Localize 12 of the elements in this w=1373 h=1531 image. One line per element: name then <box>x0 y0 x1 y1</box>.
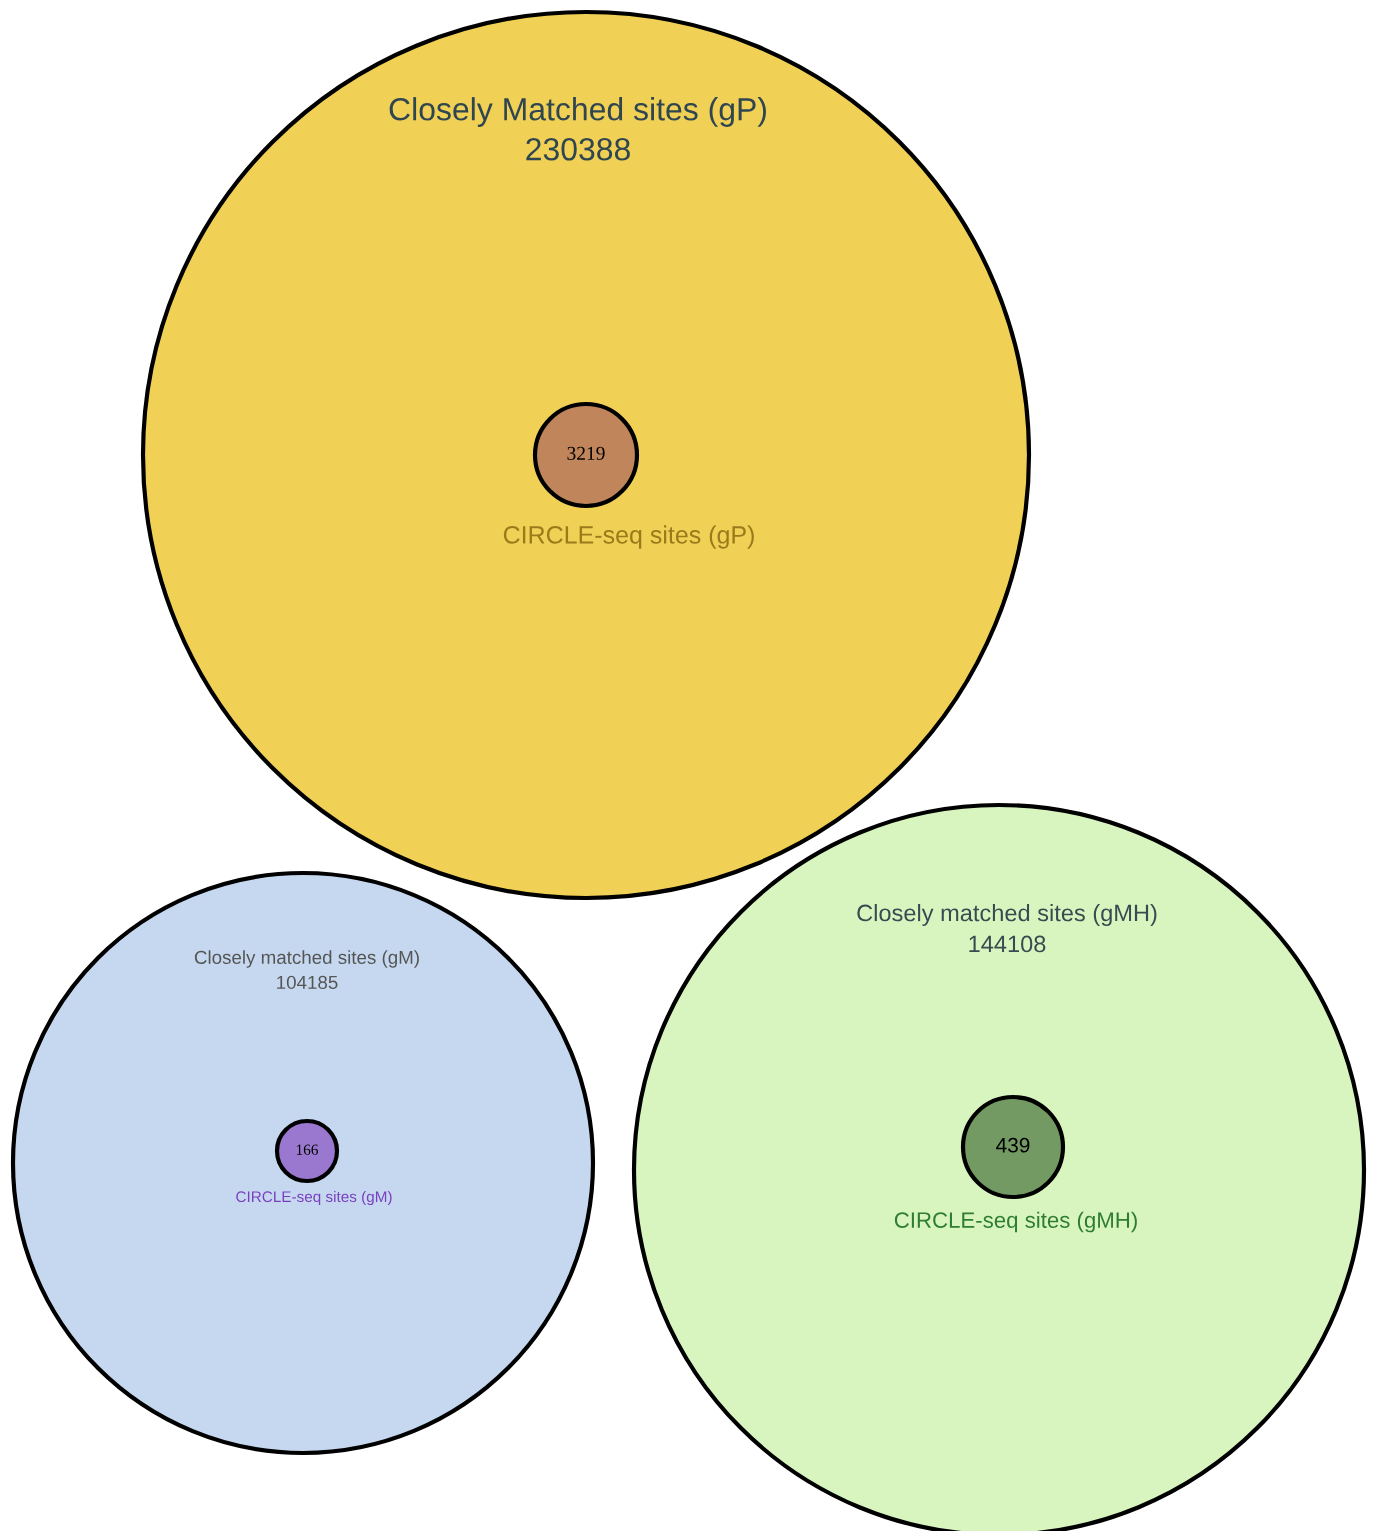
category-label: Closely matched sites (gMH) <box>857 904 1157 927</box>
data-label: 230388 <box>526 137 630 161</box>
data-label: 439 <box>996 1137 1030 1153</box>
data-label: 104185 <box>277 975 338 990</box>
category-label: CIRCLE-seq sites (gM) <box>236 1190 392 1206</box>
category-label: Closely Matched sites (gP) <box>389 97 766 127</box>
data-label: 144108 <box>969 935 1046 953</box>
data-label: 166 <box>296 1144 318 1155</box>
category-label: CIRCLE-seq sites (gP) <box>503 525 754 549</box>
category-label: CIRCLE-seq sites (gMH) <box>894 1211 1137 1233</box>
data-label: 3219 <box>567 446 605 460</box>
category-label: Closely matched sites (gM) <box>194 950 419 968</box>
